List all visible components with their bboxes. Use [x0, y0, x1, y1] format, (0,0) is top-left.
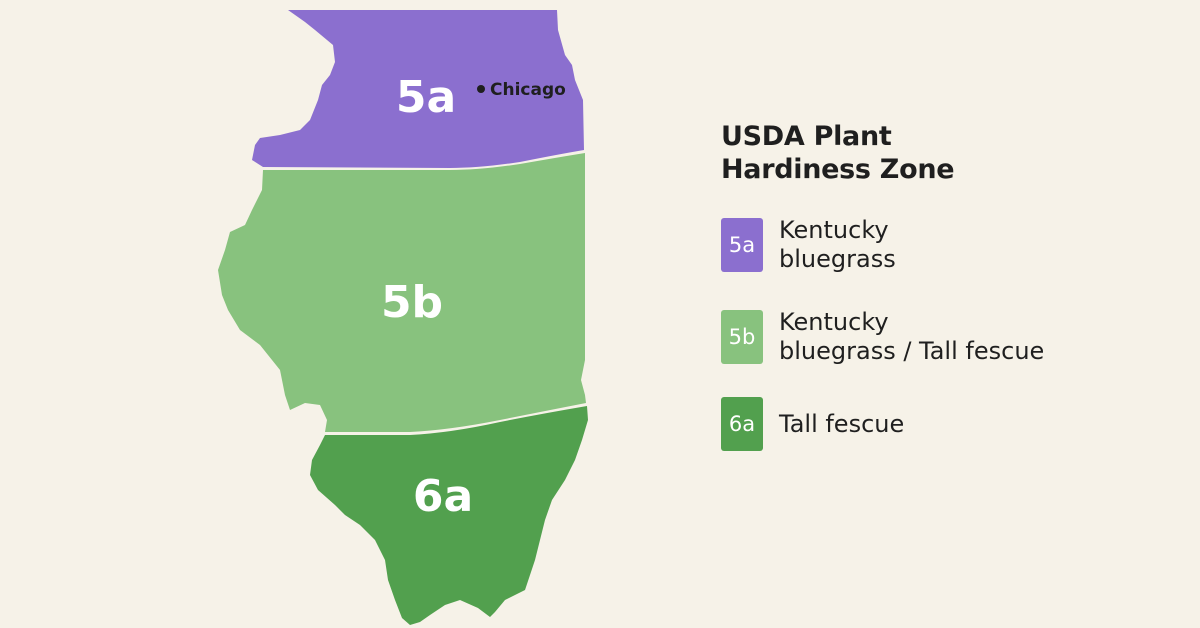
legend-label-line: bluegrass / Tall fescue: [779, 337, 1045, 365]
zone-5b-region: [218, 153, 586, 432]
legend-swatch-5a: 5a: [721, 218, 763, 272]
legend-label-5b: Kentucky bluegrass / Tall fescue: [779, 308, 1044, 366]
zone-5a-region: [252, 10, 584, 168]
legend-title-line1: USDA Plant: [721, 121, 892, 152]
legend-item-5b: 5b Kentucky bluegrass / Tall fescue: [721, 308, 1044, 366]
zone-6a-region: [310, 406, 588, 625]
zone-5b-label: 5b: [381, 277, 443, 328]
legend-label-line: Kentucky: [779, 216, 889, 244]
legend-label-5a: Kentucky bluegrass: [779, 216, 896, 274]
legend-label-line: bluegrass: [779, 245, 896, 273]
legend-item-6a: 6a Tall fescue: [721, 397, 904, 451]
legend-swatch-6a: 6a: [721, 397, 763, 451]
chicago-dot-icon: [477, 85, 485, 93]
legend-item-5a: 5a Kentucky bluegrass: [721, 216, 896, 274]
legend-label-6a: Tall fescue: [779, 410, 904, 439]
legend-swatch-5b: 5b: [721, 310, 763, 364]
zone-5a-label: 5a: [396, 72, 456, 123]
legend-title-line2: Hardiness Zone: [721, 154, 955, 185]
legend-label-line: Kentucky: [779, 308, 889, 336]
zone-6a-label: 6a: [413, 471, 473, 522]
legend-label-line: Tall fescue: [779, 409, 905, 438]
legend-title: USDA Plant Hardiness Zone: [721, 120, 955, 186]
city-label-chicago: Chicago: [490, 80, 566, 100]
